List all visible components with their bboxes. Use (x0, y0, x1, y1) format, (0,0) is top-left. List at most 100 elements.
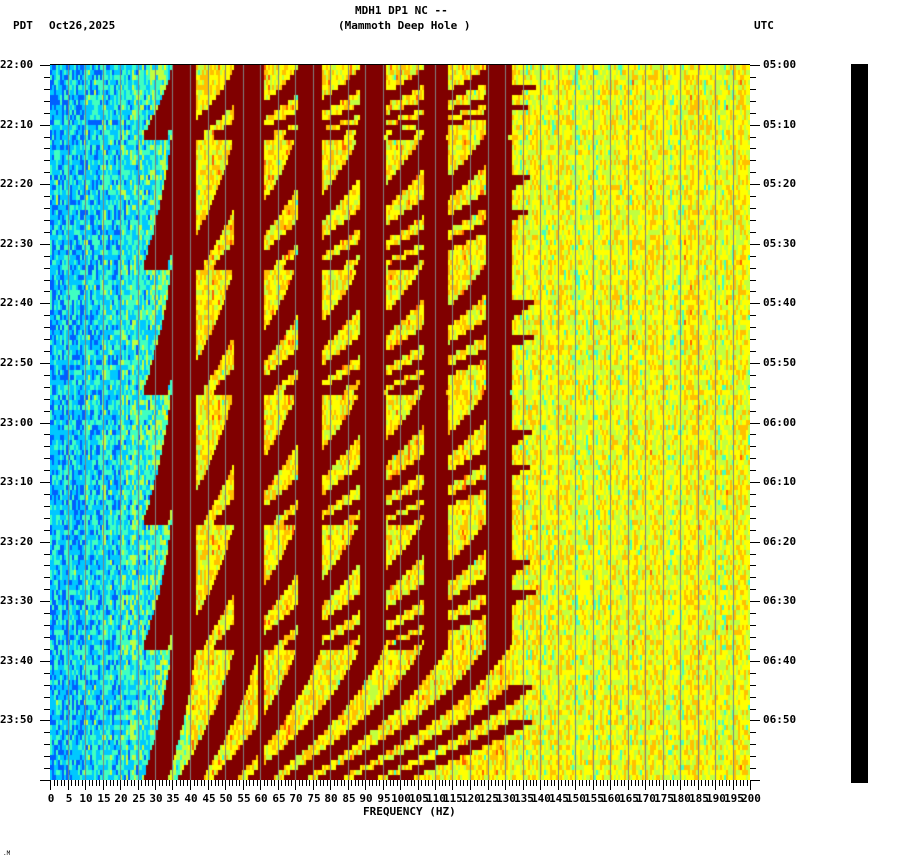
y-tick-left (44, 732, 50, 733)
y-tick-right (750, 65, 760, 66)
x-tick (267, 780, 268, 786)
x-label: 200 (741, 792, 761, 805)
x-tick (561, 780, 562, 786)
y-label-right: 06:10 (763, 475, 797, 488)
x-tick (516, 780, 517, 786)
y-tick-left (40, 65, 50, 66)
x-tick (365, 780, 366, 790)
x-label: 70 (289, 792, 303, 805)
y-tick-right (750, 446, 756, 447)
y-tick-left (44, 530, 50, 531)
y-tick-left (44, 280, 50, 281)
y-tick-left (44, 709, 50, 710)
x-tick (656, 780, 657, 786)
x-label: 40 (184, 792, 198, 805)
x-tick (512, 780, 513, 786)
x-tick (264, 780, 265, 786)
x-tick (495, 780, 496, 786)
y-label-right: 05:00 (763, 58, 797, 71)
x-tick (624, 780, 625, 786)
x-tick (243, 780, 244, 790)
x-tick (222, 780, 223, 786)
x-tick (194, 780, 195, 786)
y-tick-left (44, 256, 50, 257)
x-tick (232, 780, 233, 786)
x-tick (376, 780, 377, 786)
x-tick (445, 780, 446, 786)
x-tick (278, 780, 279, 790)
y-tick-left (44, 291, 50, 292)
y-tick-left (44, 172, 50, 173)
x-label: 30 (149, 792, 163, 805)
x-tick (488, 780, 489, 790)
x-tick (698, 780, 699, 790)
x-tick (484, 780, 485, 786)
x-tick (635, 780, 636, 786)
x-tick (103, 780, 104, 790)
x-label: 145 (549, 792, 569, 805)
x-tick (229, 780, 230, 786)
y-tick-right (750, 339, 756, 340)
y-tick-left (44, 589, 50, 590)
y-tick-left (44, 554, 50, 555)
x-tick (411, 780, 412, 786)
date-label: Oct26,2025 (49, 19, 116, 32)
x-label: 100 (391, 792, 411, 805)
x-tick (544, 780, 545, 786)
x-tick (330, 780, 331, 790)
x-tick (225, 780, 226, 790)
x-tick (172, 780, 173, 790)
y-tick-right (750, 649, 756, 650)
x-tick (642, 780, 643, 786)
x-tick (400, 780, 401, 790)
x-tick (64, 780, 65, 786)
x-tick (131, 780, 132, 786)
y-tick-right (750, 494, 756, 495)
x-tick (54, 780, 55, 786)
x-tick (740, 780, 741, 786)
x-tick (92, 780, 93, 786)
y-tick-right (750, 756, 756, 757)
y-tick-left (44, 458, 50, 459)
y-tick-left (44, 768, 50, 769)
y-label-right: 06:40 (763, 654, 797, 667)
x-tick (204, 780, 205, 786)
y-tick-left (44, 506, 50, 507)
y-tick-left (44, 637, 50, 638)
x-tick (649, 780, 650, 786)
x-tick (677, 780, 678, 786)
x-tick (659, 780, 660, 786)
y-tick-left (44, 268, 50, 269)
y-tick-right (750, 268, 756, 269)
y-tick-left (44, 148, 50, 149)
x-label: 105 (409, 792, 429, 805)
x-tick (295, 780, 296, 790)
y-tick-right (750, 554, 756, 555)
y-tick-right (750, 542, 760, 543)
x-tick (554, 780, 555, 786)
x-label: 20 (114, 792, 128, 805)
y-tick-right (750, 89, 756, 90)
y-tick-right (750, 77, 756, 78)
scale-bar (851, 64, 868, 783)
y-label-right: 06:00 (763, 416, 797, 429)
y-tick-left (44, 411, 50, 412)
y-tick-right (750, 220, 756, 221)
right-timezone: UTC (754, 19, 774, 32)
x-tick (498, 780, 499, 786)
x-tick (379, 780, 380, 786)
y-label-right: 06:50 (763, 713, 797, 726)
station-title: MDH1 DP1 NC -- (355, 4, 448, 17)
y-tick-right (750, 280, 756, 281)
x-tick (414, 780, 415, 786)
y-tick-right (750, 434, 756, 435)
x-tick (75, 780, 76, 786)
x-tick (148, 780, 149, 786)
y-tick-left (44, 744, 50, 745)
x-tick (249, 780, 250, 786)
x-tick (82, 780, 83, 786)
x-axis-title: FREQUENCY (HZ) (363, 805, 456, 818)
x-label: 125 (479, 792, 499, 805)
x-tick (621, 780, 622, 786)
y-tick-left (40, 542, 50, 543)
